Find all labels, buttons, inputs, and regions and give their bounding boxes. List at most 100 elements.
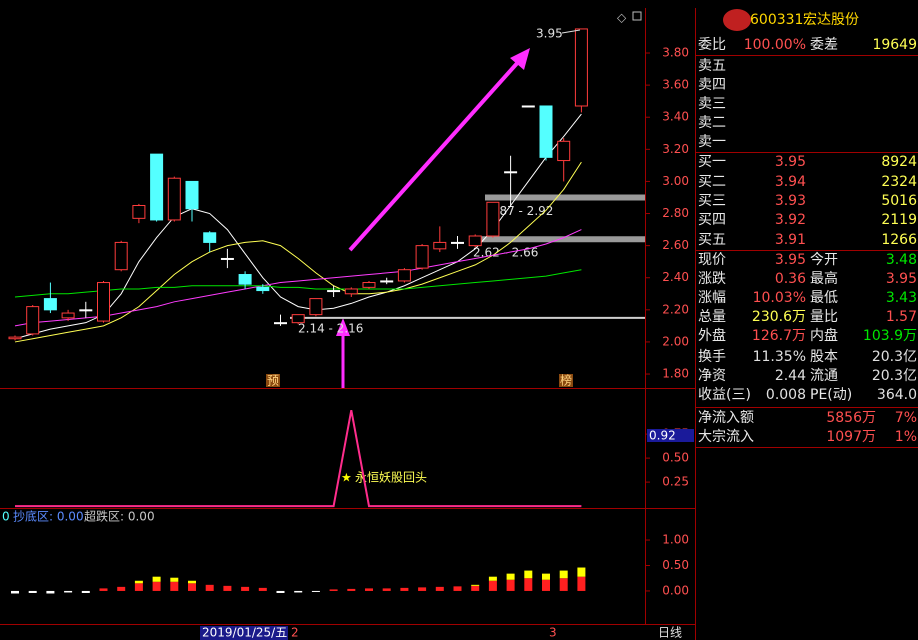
candle-body (415, 245, 429, 269)
moving-average (14, 161, 582, 343)
bar (46, 590, 55, 594)
y-tick-label: 3.80 (662, 46, 689, 60)
bar-top (471, 584, 480, 586)
current-value: 0.92 (649, 429, 676, 443)
candle-body (291, 314, 305, 324)
logo (723, 9, 751, 31)
candle-body (486, 201, 500, 237)
quote-value: 3.94 (775, 174, 806, 190)
quote-label: 外盘 (698, 327, 726, 344)
quote-value: 3.93 (775, 193, 806, 209)
quote-value: 20.3亿 (872, 368, 917, 384)
bar (11, 590, 19, 594)
quote-label: 委差 (810, 37, 838, 53)
marker-box (559, 374, 573, 387)
icon[interactable]: ◇ (617, 11, 627, 25)
legend-item: 超跌区: 0.00 (84, 509, 155, 524)
candle-body (185, 180, 199, 210)
quote-label: 最低 (810, 290, 838, 306)
quote-label: 委比 (698, 37, 726, 53)
marker: 榜 (560, 373, 572, 388)
quote-value: 2119 (881, 212, 917, 228)
candle-body (220, 257, 234, 260)
quote-value: 0.36 (775, 271, 806, 287)
quote-label: 卖三 (698, 96, 726, 112)
icon[interactable] (632, 11, 642, 21)
quote-label: 最高 (810, 270, 838, 287)
y-tick-label: 1.80 (662, 367, 689, 381)
candle-body (167, 177, 181, 221)
candle-body (433, 241, 447, 250)
candle-body (238, 274, 252, 285)
quote-value: 230.6万 (752, 309, 806, 325)
y-tick-label: 0.50 (662, 558, 689, 572)
bar-top (134, 580, 143, 584)
quote-value: 3.48 (886, 252, 917, 268)
bar-top (152, 576, 161, 582)
footer-date: 2019/01/25/五 (202, 626, 287, 640)
bar (170, 581, 179, 591)
candle-body (61, 312, 75, 319)
quote-value: 20.3亿 (872, 349, 917, 365)
bar (471, 585, 480, 591)
bar (276, 590, 285, 593)
arrow (336, 48, 530, 388)
quote-value: 3.95 (775, 154, 806, 170)
quote-label: 现价 (698, 252, 726, 268)
quote-label: 买五 (698, 232, 726, 248)
level-label: 2.14 - 2.16 (298, 321, 363, 335)
quote-value: 3.95 (775, 252, 806, 268)
y-tick-label: 0.25 (662, 475, 689, 489)
candle-body (150, 153, 164, 221)
candle-body (43, 298, 57, 311)
bar (382, 588, 391, 591)
quote-label: 卖四 (698, 77, 726, 93)
candle-body (309, 298, 323, 316)
bar (524, 578, 533, 591)
quote-label: 卖一 (698, 134, 726, 150)
bar-top (524, 570, 533, 579)
quote-label: 涨跌 (698, 271, 726, 287)
bar (418, 587, 427, 591)
quote-value: 126.7万 (752, 328, 806, 344)
bar (311, 590, 320, 592)
quote-value: 2324 (881, 174, 917, 190)
period[interactable]: 日线 (658, 626, 682, 640)
bar-top (542, 573, 550, 580)
bar (365, 588, 373, 591)
quote-label: PE(动) (810, 387, 852, 403)
signal-label: 永恒妖股回头 (355, 471, 427, 485)
quote-value: 3.95 (886, 271, 917, 287)
y-tick-label: 3.20 (662, 142, 689, 156)
quote-label: 净流入额 (698, 410, 754, 426)
bar (64, 590, 73, 593)
quote-label: 流通 (810, 368, 838, 384)
quote-value: 100.00% (744, 37, 806, 53)
candle-body (256, 286, 270, 292)
signal-line (15, 409, 582, 508)
quote-label: 股本 (810, 349, 838, 365)
bar (188, 583, 196, 591)
y-tick-label: 2.40 (662, 270, 689, 284)
bar (205, 584, 214, 591)
high-pointer (561, 29, 581, 34)
marker: 预 (267, 374, 279, 388)
marker-box (266, 374, 280, 387)
stock-code: 600331 (750, 12, 803, 28)
quote-value: 10.03% (753, 290, 806, 306)
candle-body (574, 28, 588, 107)
quote-value: 103.9万 (863, 328, 917, 344)
y-tick-label: 2.80 (662, 206, 689, 220)
frame (0, 8, 918, 640)
footer-mark: 2 (291, 626, 299, 640)
y-tick-label: 2.00 (662, 334, 689, 348)
candle-body (203, 232, 217, 243)
quote-label: 今开 (810, 252, 838, 268)
quote-label: 卖二 (698, 115, 726, 131)
bar (559, 578, 568, 591)
quote-value: 11.35% (753, 349, 806, 365)
bar-top (577, 567, 586, 577)
y-tick-label: 3.60 (662, 78, 689, 92)
bar-top (170, 577, 179, 582)
